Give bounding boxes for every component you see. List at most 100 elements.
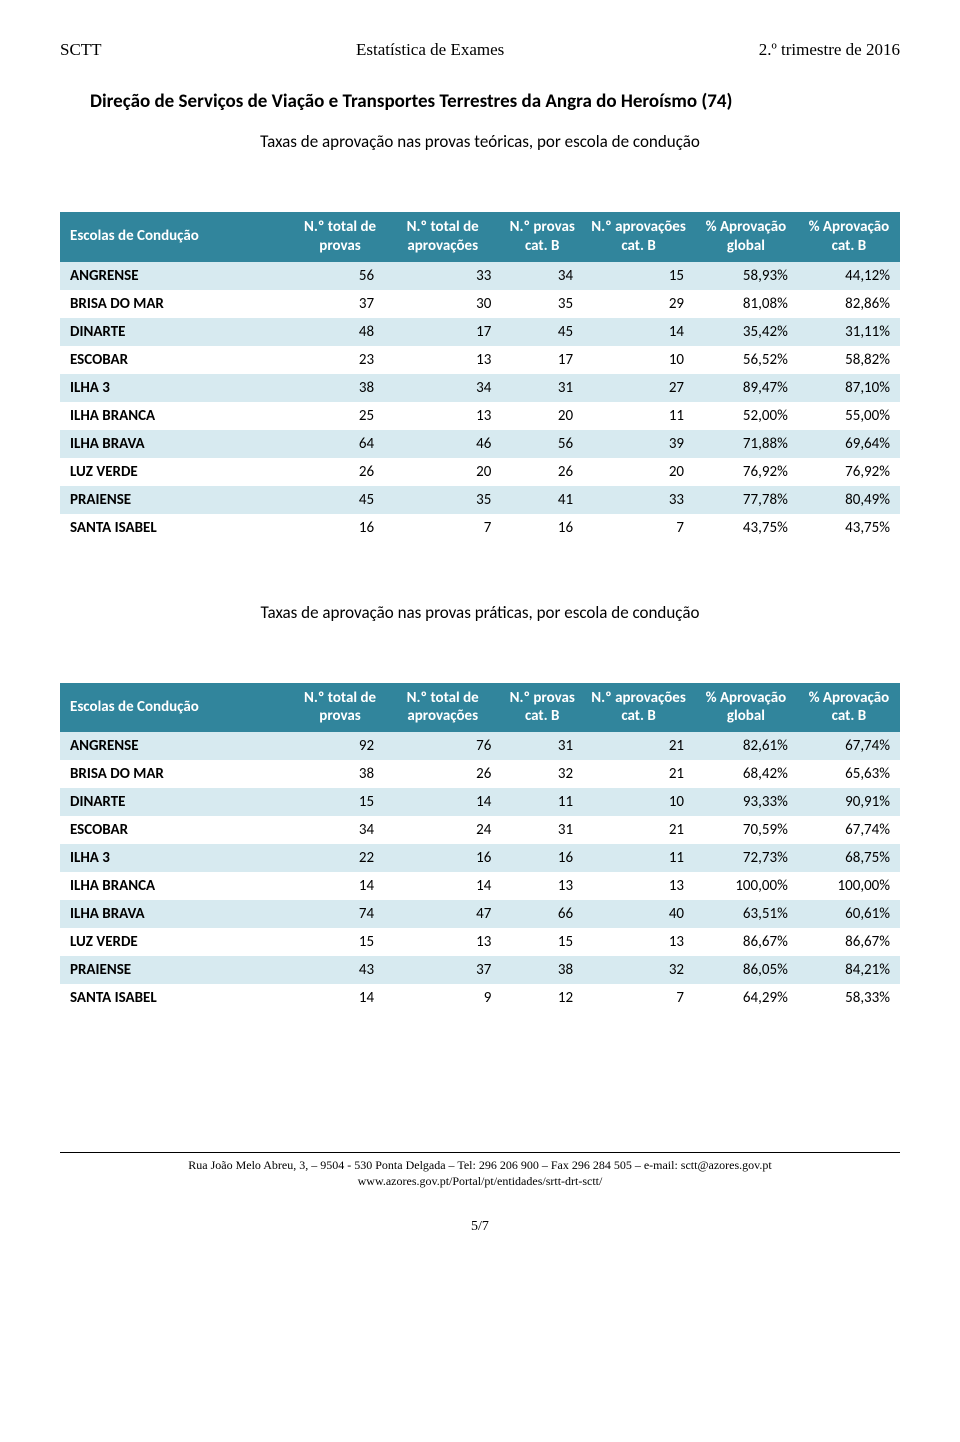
table-cell: 86,67% <box>798 928 900 956</box>
table-row: ILHA 33834312789,47%87,10% <box>60 374 900 402</box>
table-cell: 82,86% <box>798 290 900 318</box>
table-row: BRISA DO MAR3826322168,42%65,63% <box>60 760 900 788</box>
table-cell: 15 <box>296 928 384 956</box>
col-total-provas: N.º total de provas <box>296 683 384 733</box>
table-cell: PRAIENSE <box>60 956 296 984</box>
table-cell: 14 <box>384 788 501 816</box>
col-aprov-b: N.º aprovações cat. B <box>583 683 694 733</box>
table-row: PRAIENSE4535413377,78%80,49% <box>60 486 900 514</box>
table-cell: 15 <box>583 262 694 290</box>
table-cell: 20 <box>501 402 583 430</box>
table-cell: LUZ VERDE <box>60 928 296 956</box>
table-cell: 37 <box>296 290 384 318</box>
page-title: Direção de Serviços de Viação e Transpor… <box>90 90 900 113</box>
table-cell: SANTA ISABEL <box>60 984 296 1012</box>
col-aprov-b: N.º aprovações cat. B <box>583 212 694 262</box>
table-row: ANGRENSE5633341558,93%44,12% <box>60 262 900 290</box>
table-cell: 45 <box>501 318 583 346</box>
table-row: ILHA BRAVA6446563971,88%69,64% <box>60 430 900 458</box>
table-cell: ESCOBAR <box>60 816 296 844</box>
table-cell: ILHA BRAVA <box>60 900 296 928</box>
table-cell: 65,63% <box>798 760 900 788</box>
table-cell: 38 <box>501 956 583 984</box>
table-cell: 20 <box>583 458 694 486</box>
table-cell: 26 <box>384 760 501 788</box>
header-right: 2.º trimestre de 2016 <box>759 40 900 60</box>
table-cell: 58,93% <box>694 262 798 290</box>
col-provas-b: N.º provas cat. B <box>501 683 583 733</box>
table-row: BRISA DO MAR3730352981,08%82,86% <box>60 290 900 318</box>
table-cell: 66 <box>501 900 583 928</box>
table-cell: 56 <box>296 262 384 290</box>
table-row: ESCOBAR3424312170,59%67,74% <box>60 816 900 844</box>
table-row: SANTA ISABEL16716743,75%43,75% <box>60 514 900 542</box>
col-pct-global: % Aprovação global <box>694 683 798 733</box>
table-cell: 11 <box>501 788 583 816</box>
table-practice: Escolas de Condução N.º total de provas … <box>60 683 900 1013</box>
table-cell: 58,33% <box>798 984 900 1012</box>
table-row: PRAIENSE4337383286,05%84,21% <box>60 956 900 984</box>
table-cell: 72,73% <box>694 844 798 872</box>
table-row: ESCOBAR2313171056,52%58,82% <box>60 346 900 374</box>
table-cell: 33 <box>583 486 694 514</box>
table-row: LUZ VERDE2620262076,92%76,92% <box>60 458 900 486</box>
table-cell: 7 <box>384 514 501 542</box>
table-cell: ANGRENSE <box>60 732 296 760</box>
table-cell: 32 <box>583 956 694 984</box>
table-cell: ILHA 3 <box>60 374 296 402</box>
table-cell: ILHA BRAVA <box>60 430 296 458</box>
table-row: SANTA ISABEL14912764,29%58,33% <box>60 984 900 1012</box>
table-cell: 31 <box>501 374 583 402</box>
table-cell: ILHA BRANCA <box>60 402 296 430</box>
table-cell: 11 <box>583 844 694 872</box>
col-pct-b: % Aprovação cat. B <box>798 683 900 733</box>
table-cell: 14 <box>583 318 694 346</box>
table-cell: 13 <box>583 928 694 956</box>
table-cell: 21 <box>583 732 694 760</box>
col-total-provas: N.º total de provas <box>296 212 384 262</box>
table-cell: 82,61% <box>694 732 798 760</box>
table-cell: 35 <box>384 486 501 514</box>
table-cell: 92 <box>296 732 384 760</box>
table-cell: 13 <box>384 928 501 956</box>
table-cell: 31 <box>501 732 583 760</box>
header-center: Estatística de Exames <box>356 40 504 60</box>
table-cell: 86,67% <box>694 928 798 956</box>
table-cell: 68,42% <box>694 760 798 788</box>
table-cell: 34 <box>296 816 384 844</box>
table-cell: ILHA BRANCA <box>60 872 296 900</box>
table-header-row: Escolas de Condução N.º total de provas … <box>60 683 900 733</box>
header-left: SCTT <box>60 40 102 60</box>
col-escola: Escolas de Condução <box>60 683 296 733</box>
table-cell: 77,78% <box>694 486 798 514</box>
table-cell: 68,75% <box>798 844 900 872</box>
table-cell: 15 <box>296 788 384 816</box>
table-cell: 67,74% <box>798 816 900 844</box>
table-cell: 76,92% <box>798 458 900 486</box>
col-total-aprov: N.º total de aprovações <box>384 683 501 733</box>
table-row: ILHA BRAVA7447664063,51%60,61% <box>60 900 900 928</box>
table-row: ANGRENSE9276312182,61%67,74% <box>60 732 900 760</box>
table-row: LUZ VERDE1513151386,67%86,67% <box>60 928 900 956</box>
table-cell: DINARTE <box>60 788 296 816</box>
table-cell: 43 <box>296 956 384 984</box>
table-cell: 14 <box>384 872 501 900</box>
table-cell: 17 <box>384 318 501 346</box>
table-cell: 29 <box>583 290 694 318</box>
table-cell: PRAIENSE <box>60 486 296 514</box>
table-cell: 17 <box>501 346 583 374</box>
table-cell: 20 <box>384 458 501 486</box>
table-cell: 34 <box>384 374 501 402</box>
table-cell: 10 <box>583 788 694 816</box>
table-cell: 13 <box>501 872 583 900</box>
table-cell: 70,59% <box>694 816 798 844</box>
table-cell: ILHA 3 <box>60 844 296 872</box>
table-cell: 16 <box>384 844 501 872</box>
table-cell: 23 <box>296 346 384 374</box>
table-cell: 32 <box>501 760 583 788</box>
table-cell: 7 <box>583 514 694 542</box>
table-cell: 43,75% <box>798 514 900 542</box>
table-cell: 14 <box>296 872 384 900</box>
table-cell: 67,74% <box>798 732 900 760</box>
table-cell: 69,64% <box>798 430 900 458</box>
